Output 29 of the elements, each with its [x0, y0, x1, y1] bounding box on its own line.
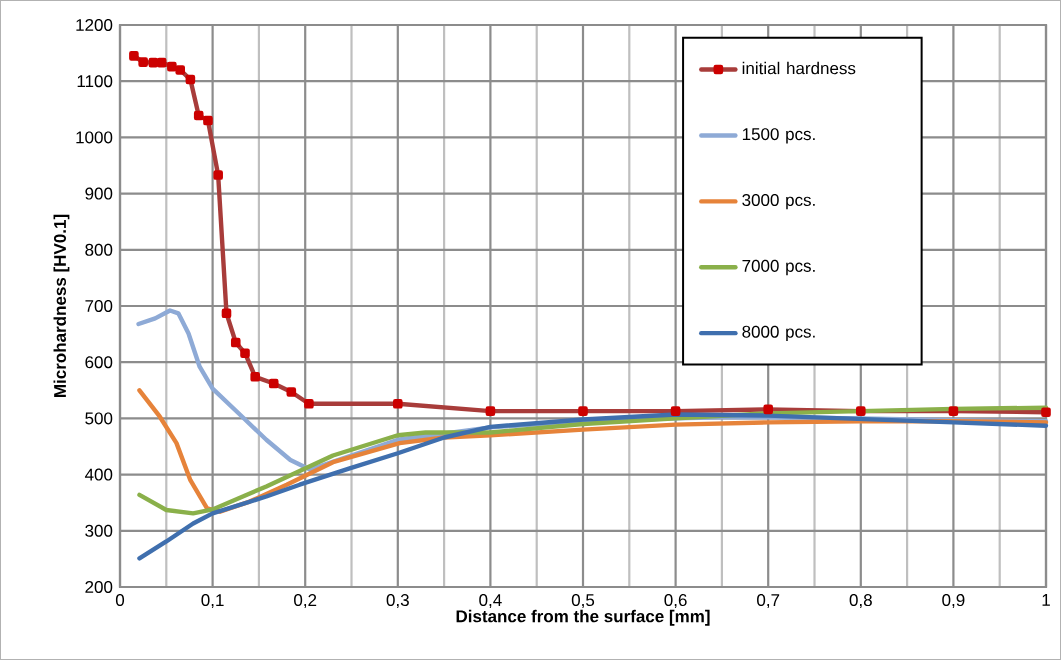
x-tick-label: 1 — [1042, 594, 1050, 606]
y-tick-label: 500 — [85, 412, 113, 425]
y-tick-label: 300 — [85, 524, 113, 537]
y-tick-label: 700 — [85, 299, 113, 313]
x-tick-label: 0,8 — [849, 594, 872, 609]
x-tick-label: 0,6 — [664, 594, 687, 609]
x-tick-label: 0,5 — [571, 594, 595, 609]
y-tick-label: 1100 — [77, 75, 113, 88]
x-tick-label: 0,2 — [294, 594, 317, 609]
y-tick-label: 400 — [84, 468, 113, 481]
y-tick-label: 600 — [85, 356, 113, 369]
legend-label: 3000 pcs. — [742, 194, 815, 210]
y-tick-label: 200 — [85, 581, 113, 594]
x-tick-label: 0 — [115, 594, 125, 607]
x-tick-label: 0,4 — [479, 594, 502, 609]
y-axis-title: Microhardness [HV0.1] — [53, 214, 70, 397]
legend-label: 1500 pcs. — [742, 128, 815, 144]
legend-label: 8000 pcs. — [742, 325, 815, 342]
x-tick-label: 0,9 — [942, 594, 965, 609]
y-tick-label: 900 — [85, 187, 113, 200]
legend-label: 7000 pcs. — [742, 259, 815, 276]
x-tick-label: 0,7 — [757, 594, 780, 609]
y-tick-label: 800 — [85, 243, 113, 256]
x-axis-title: Distance from the surface [mm] — [456, 609, 710, 626]
x-tick-label: 0,1 — [201, 594, 224, 609]
y-tick-label: 1000 — [76, 131, 113, 144]
x-tick-label: 0,3 — [386, 594, 409, 609]
y-tick-label: 1200 — [76, 18, 113, 32]
legend-label: initial hardness — [742, 61, 856, 75]
